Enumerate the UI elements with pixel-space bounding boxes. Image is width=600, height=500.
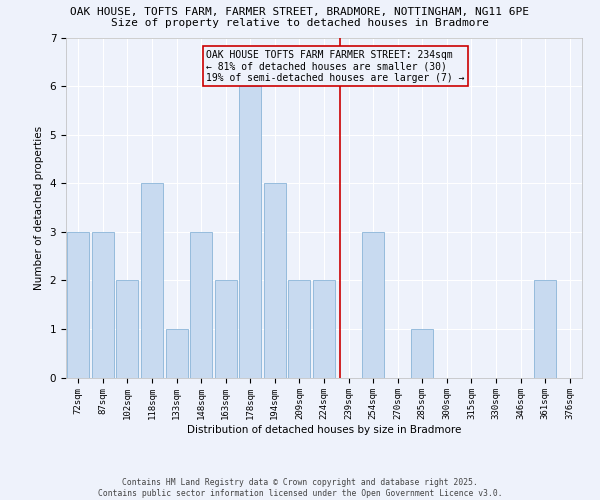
Bar [313,280,335,378]
Bar [534,280,556,378]
Text: Size of property relative to detached houses in Bradmore: Size of property relative to detached ho… [111,18,489,28]
X-axis label: Distribution of detached houses by size in Bradmore: Distribution of detached houses by size … [187,425,461,435]
Bar [239,86,262,378]
Bar [67,232,89,378]
Bar [166,329,188,378]
Bar [264,183,286,378]
Bar [92,232,114,378]
Text: OAK HOUSE TOFTS FARM FARMER STREET: 234sqm
← 81% of detached houses are smaller : OAK HOUSE TOFTS FARM FARMER STREET: 234s… [206,50,464,83]
Text: OAK HOUSE, TOFTS FARM, FARMER STREET, BRADMORE, NOTTINGHAM, NG11 6PE: OAK HOUSE, TOFTS FARM, FARMER STREET, BR… [71,8,530,18]
Bar [362,232,384,378]
Y-axis label: Number of detached properties: Number of detached properties [34,126,44,290]
Bar [141,183,163,378]
Bar [289,280,310,378]
Bar [190,232,212,378]
Bar [215,280,237,378]
Text: Contains HM Land Registry data © Crown copyright and database right 2025.
Contai: Contains HM Land Registry data © Crown c… [98,478,502,498]
Bar [411,329,433,378]
Bar [116,280,139,378]
